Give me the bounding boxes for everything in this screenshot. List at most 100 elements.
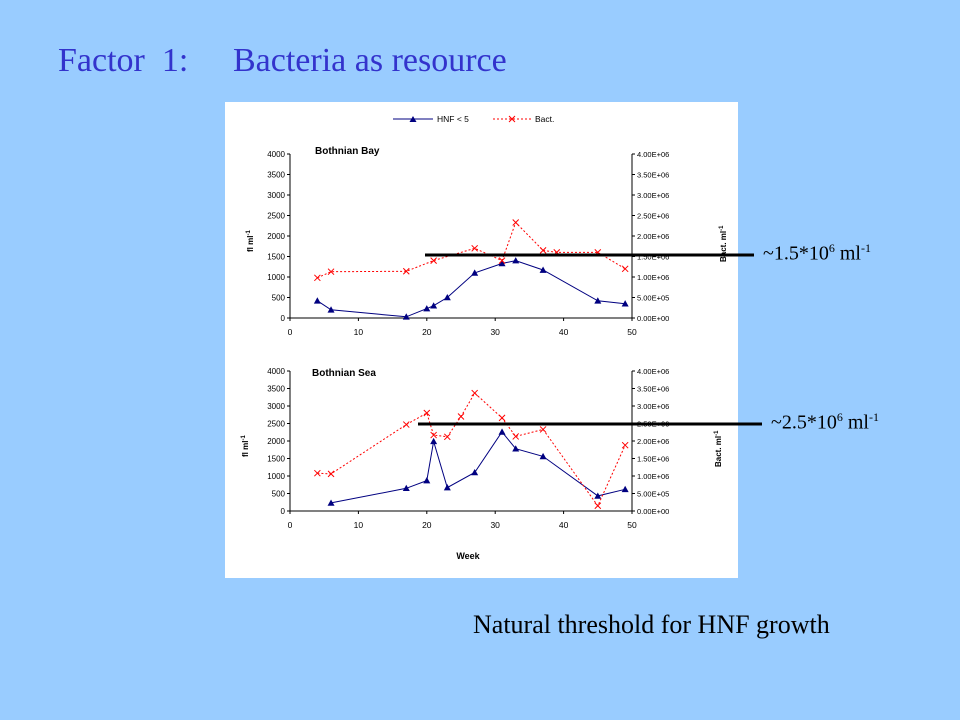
title-subject: Bacteria as resource	[233, 42, 507, 79]
chart2-xtick-label: 50	[627, 520, 637, 530]
threshold-label-lower: ~2.5*106 ml-1	[771, 410, 879, 435]
chart1-ytick-label: 2500	[267, 212, 285, 221]
chart2-ytick-label: 500	[272, 490, 286, 499]
chart2-bact-point	[314, 469, 321, 477]
chart2-bact-point	[430, 431, 437, 439]
chart1-hnf-point	[327, 306, 335, 313]
chart1-xtick-label: 0	[288, 327, 293, 337]
chart1-hnf-point	[498, 259, 506, 267]
threshold-upper-exp: 6	[828, 241, 835, 255]
chart1-bact-point	[402, 267, 410, 275]
chart1-hnf-point	[423, 305, 431, 312]
chart2-y2tick-label: 4.00E+06	[637, 367, 669, 376]
chart1-y2tick-label: 0.00E+00	[637, 314, 669, 323]
chart1-ytick-label: 0	[281, 314, 286, 323]
chart2-hnf-point	[443, 484, 451, 491]
chart2-ytick-label: 1000	[267, 472, 285, 481]
chart2-ytick-label: 3000	[267, 402, 285, 411]
threshold-upper-prefix: ~1.5*10	[763, 242, 829, 265]
chart2-bact-point	[457, 413, 465, 420]
chart1-y2tick-label: 4.00E+06	[637, 150, 669, 159]
chart1-xtick-label: 40	[559, 327, 569, 337]
chart1-y2tick-label: 1.50E+06	[637, 253, 669, 262]
chart2-y2label: Bact. ml-1	[714, 430, 723, 467]
legend-bact-label: Bact.	[535, 114, 554, 124]
threshold-label-upper: ~1.5*106 ml-1	[763, 241, 871, 266]
chart2-hnf-point	[402, 484, 410, 492]
chart1-ylabel: fl ml-1	[246, 230, 255, 252]
chart2-ytick-label: 1500	[267, 455, 285, 464]
chart2-xlabel: Week	[456, 551, 480, 561]
chart2-bact-point	[512, 433, 520, 440]
chart1-bact-point	[471, 244, 479, 252]
chart2-title: Bothnian Sea	[312, 368, 376, 379]
chart2-hnf-point	[327, 499, 335, 506]
chart2-ytick-label: 2000	[267, 437, 285, 446]
chart1-xtick-label: 50	[627, 327, 637, 337]
slide-title: Factor 1: Bacteria as resource	[58, 42, 507, 80]
chart2-y2tick-label: 3.50E+06	[637, 385, 669, 394]
chart1-y2tick-label: 2.00E+06	[637, 232, 669, 241]
chart1-ytick-label: 1500	[267, 253, 285, 262]
chart2-xtick-label: 20	[422, 520, 432, 530]
plot-area: 050010001500200025003000350040000.00E+00…	[267, 150, 669, 530]
legend-hnf-marker	[409, 116, 417, 122]
chart2-hnf-point	[423, 477, 431, 484]
chart1-hnf-point	[443, 294, 451, 301]
chart2-y2tick-label: 0.00E+00	[637, 507, 669, 516]
chart2-ytick-label: 2500	[267, 420, 285, 429]
chart1-bact-line	[317, 221, 626, 279]
chart1-hnf-point	[430, 302, 438, 309]
chart2-bact-point	[621, 441, 629, 449]
threshold-upper-unit: ml	[834, 242, 861, 265]
chart1-hnf-point	[539, 266, 547, 273]
chart-svg: HNF < 5 Bact. Bothnian Bay fl ml-1 Bact.…	[241, 114, 728, 561]
chart1-y2tick-label: 1.00E+06	[637, 273, 669, 282]
chart1-bact-point	[314, 274, 321, 282]
chart2-hnf-point	[498, 428, 506, 435]
chart1-xtick-label: 30	[490, 327, 500, 337]
chart1-bact-point	[430, 257, 437, 264]
chart1-ytick-label: 3000	[267, 191, 285, 200]
threshold-upper-unit-exp: -1	[860, 241, 871, 255]
chart2-y2tick-label: 2.00E+06	[637, 437, 669, 446]
chart2-bact-point	[402, 421, 410, 428]
legend-bact-marker	[508, 115, 516, 123]
chart2-hnf-point	[539, 452, 547, 460]
chart2-hnf-point	[430, 437, 438, 445]
chart2-bact-point	[471, 389, 479, 397]
chart2-y2tick-label: 1.00E+06	[637, 472, 669, 481]
chart2-ytick-label: 3500	[267, 385, 285, 394]
chart1-hnf-point	[512, 257, 520, 264]
chart1-bact-point	[512, 219, 520, 226]
chart2-ylabel: fl ml-1	[241, 435, 250, 457]
chart2-hnf-point	[512, 445, 520, 452]
chart2-xtick-label: 30	[490, 520, 500, 530]
chart2-bact-point	[423, 409, 431, 417]
chart1-y2tick-label: 3.00E+06	[637, 191, 669, 200]
chart2-y2tick-label: 3.00E+06	[637, 402, 669, 411]
chart1-ytick-label: 500	[272, 294, 286, 303]
chart2-bact-line	[317, 392, 626, 507]
chart1-title: Bothnian Bay	[315, 146, 380, 157]
chart2-y2tick-label: 1.50E+06	[637, 455, 669, 464]
chart2-bact-point	[443, 433, 451, 441]
threshold-lower-unit-exp: -1	[868, 410, 879, 424]
chart2-xtick-label: 40	[559, 520, 569, 530]
chart2-hnf-line	[330, 431, 626, 504]
chart2-bact-point	[594, 502, 602, 510]
chart1-hnf-point	[621, 300, 629, 307]
chart1-ytick-label: 4000	[267, 150, 285, 159]
chart1-bact-point	[327, 268, 335, 276]
threshold-lower-unit: ml	[842, 411, 869, 434]
legend-hnf-label: HNF < 5	[437, 114, 469, 124]
chart2-hnf-point	[594, 492, 602, 499]
chart-panel: HNF < 5 Bact. Bothnian Bay fl ml-1 Bact.…	[225, 102, 738, 578]
chart2-hnf-point	[471, 469, 479, 476]
chart1-hnf-point	[594, 297, 602, 304]
chart1-xtick-label: 20	[422, 327, 432, 337]
chart2-bact-point	[539, 426, 547, 433]
chart1-y2label: Bact. ml-1	[719, 225, 728, 262]
chart1-bact-point	[553, 249, 561, 256]
chart1-hnf-point	[313, 297, 321, 304]
